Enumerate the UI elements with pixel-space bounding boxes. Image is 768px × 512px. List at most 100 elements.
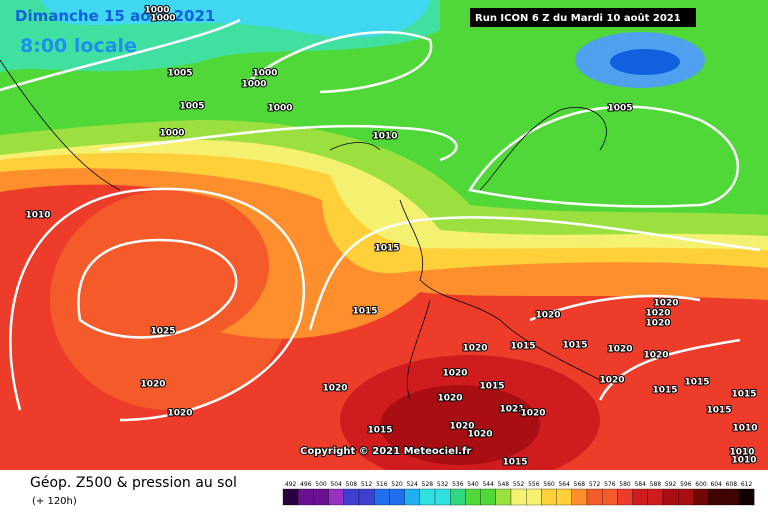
isobar-label: 1010: [372, 132, 397, 142]
isobar-label: 1020: [643, 351, 668, 361]
legend-cell: [541, 488, 557, 506]
heat-core: [380, 385, 540, 465]
isobar-label: 1020: [462, 344, 487, 354]
forecast-date: Dimanche 15 août 2021: [15, 7, 215, 25]
legend-label: 492: [285, 481, 297, 488]
isobar-label: 1015: [510, 342, 535, 352]
legend-cell: [586, 488, 603, 506]
legend-cell: [282, 488, 299, 506]
legend-cell: [632, 488, 648, 506]
legend-label: 584: [634, 481, 646, 488]
legend-label: 500: [315, 481, 327, 488]
legend-cell: [343, 488, 360, 506]
isobar-label: 1000: [144, 6, 169, 16]
isobar-label: 1020: [322, 384, 347, 394]
isobar-label: 1020: [442, 369, 467, 379]
legend-label: 544: [482, 481, 494, 488]
isobar-label: 1020: [599, 376, 624, 386]
legend-label: 608: [726, 481, 738, 488]
legend-label: 528: [422, 481, 434, 488]
isobar-label: 1020: [520, 409, 545, 419]
legend-label: 496: [300, 481, 312, 488]
isobar-label: 1020: [607, 345, 632, 355]
isobar-label: 1010: [731, 456, 756, 466]
isobar-label: 1021: [499, 405, 524, 415]
legend-cell: [708, 488, 724, 506]
legend-cell: [358, 488, 375, 506]
footer-title: Géop. Z500 & pression au sol: [30, 475, 237, 491]
isobar-label: 1010: [729, 448, 754, 458]
run-box: [470, 8, 696, 27]
legend-label: 520: [391, 481, 403, 488]
isobar-label: 1000: [241, 80, 266, 90]
isobar-label: 1020: [535, 311, 560, 321]
legend-label: 564: [558, 481, 570, 488]
isobar-label: 1005: [607, 104, 632, 114]
isobar-label: 1020: [167, 409, 192, 419]
high-zone: [50, 190, 290, 410]
legend-cell: [602, 488, 618, 506]
legend-cell: [328, 488, 344, 506]
isobars: [0, 18, 761, 422]
band-cyan: [40, 0, 430, 38]
legend-cell: [419, 488, 436, 506]
legend-cell: [662, 488, 679, 506]
legend-label: 508: [346, 481, 358, 488]
legend-label: 512: [361, 481, 373, 488]
isobar-label: 1015: [562, 341, 587, 351]
run-info: Run ICON 6 Z du Mardi 10 août 2021: [475, 12, 681, 24]
legend-label: 556: [528, 481, 540, 488]
legend-label: 604: [710, 481, 722, 488]
legend-cell: [723, 488, 740, 506]
legend-label: 572: [589, 481, 601, 488]
legend-label: 540: [467, 481, 479, 488]
legend-label: 548: [498, 481, 510, 488]
legend-cell: [678, 488, 694, 506]
isobar-label: 1000: [159, 129, 184, 139]
legend-cell: [465, 488, 481, 506]
legend-cell: [647, 488, 664, 506]
legend-label: 516: [376, 481, 388, 488]
isobar-label: 1015: [479, 382, 504, 392]
footer-lead: (+ 120h): [32, 496, 77, 507]
legend-label: 568: [574, 481, 586, 488]
legend-cell: [526, 488, 542, 506]
isobar-label: 1020: [645, 319, 670, 329]
legend-label: 588: [650, 481, 662, 488]
isobar-label: 1025: [150, 327, 175, 337]
forecast-time: 8:00 locale: [20, 35, 137, 57]
isobar-label: 1010: [25, 211, 50, 221]
legend-cell: [571, 488, 588, 506]
legend-label: 536: [452, 481, 464, 488]
legend-cell: [480, 488, 496, 506]
isobar-label: 1000: [150, 14, 175, 24]
isobar-label: 1010: [732, 424, 757, 434]
legend-cell: [510, 488, 527, 506]
isobar-label: 1015: [706, 406, 731, 416]
legend-label: 592: [665, 481, 677, 488]
legend-cell: [313, 488, 329, 506]
legend-cell: [389, 488, 405, 506]
legend-label: 600: [695, 481, 707, 488]
coastlines: [0, 59, 607, 401]
isobar-label: 1020: [437, 394, 462, 404]
isobar-label: 1015: [652, 386, 677, 396]
isobar-label: 1020: [467, 430, 492, 440]
legend-label: 552: [513, 481, 525, 488]
isobar-label: 1015: [502, 458, 527, 468]
legend-cell: [374, 488, 390, 506]
isobar-label: 1015: [367, 426, 392, 436]
legend-label: 580: [619, 481, 631, 488]
legend-cell: [738, 488, 755, 506]
legend-label: 532: [437, 481, 449, 488]
isobar-label: 1015: [352, 307, 377, 317]
isobar-label: 1020: [140, 380, 165, 390]
isobar-label: 1005: [167, 69, 192, 79]
legend-label: 596: [680, 481, 692, 488]
legend-label: 504: [330, 481, 342, 488]
isobar-label: 1015: [731, 390, 756, 400]
isobar-label: 1020: [653, 299, 678, 309]
legend-cell: [434, 488, 451, 506]
